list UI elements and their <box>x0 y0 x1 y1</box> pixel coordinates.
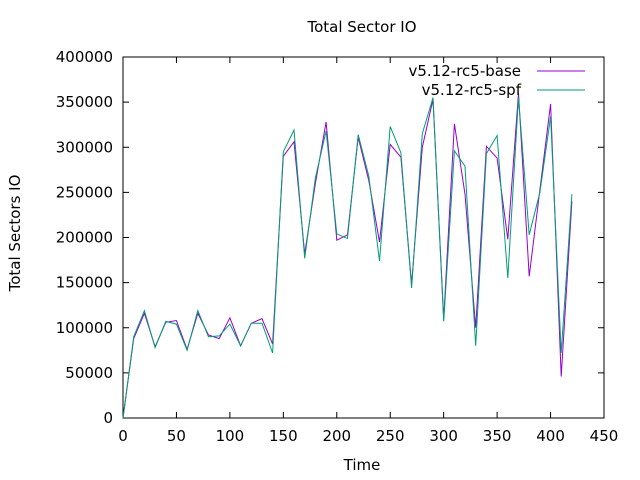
legend-label: v5.12-rc5-base <box>409 62 522 80</box>
x-axis: 0 50 100 150 200 250 300 350 400 450 <box>118 57 618 445</box>
y-tick-label: 0 <box>103 409 113 427</box>
y-axis-label: Total Sectors IO <box>6 175 24 293</box>
x-tick-label: 200 <box>322 427 351 445</box>
series-line-v5.12-rc5-spf <box>122 97 573 419</box>
y-tick-label: 250000 <box>56 183 113 201</box>
series-line-v5.12-rc5-base <box>122 93 573 419</box>
y-tick-label: 350000 <box>56 93 113 111</box>
x-tick-label: 250 <box>376 427 405 445</box>
x-axis-label: Time <box>343 456 381 474</box>
x-tick-label: 150 <box>269 427 298 445</box>
x-tick-label: 0 <box>118 427 128 445</box>
x-tick-label: 50 <box>167 427 186 445</box>
x-tick-label: 300 <box>429 427 458 445</box>
plot-border <box>122 56 605 419</box>
x-tick-label: 400 <box>536 427 565 445</box>
y-tick-label: 100000 <box>56 319 113 337</box>
x-tick-label: 450 <box>590 427 619 445</box>
chart-title: Total Sector IO <box>306 18 416 36</box>
series-layer <box>122 93 573 419</box>
y-tick-label: 150000 <box>56 274 113 292</box>
x-tick-label: 100 <box>216 427 245 445</box>
legend-label: v5.12-rc5-spf <box>422 81 522 99</box>
plot-frame <box>122 56 605 419</box>
y-tick-label: 50000 <box>65 364 113 382</box>
y-tick-label: 300000 <box>56 138 113 156</box>
y-tick-label: 400000 <box>56 48 113 66</box>
y-axis: 0 50000 100000 150000 200000 250000 300000 3500… <box>56 48 604 427</box>
x-tick-label: 350 <box>483 427 512 445</box>
y-tick-label: 200000 <box>56 229 113 247</box>
